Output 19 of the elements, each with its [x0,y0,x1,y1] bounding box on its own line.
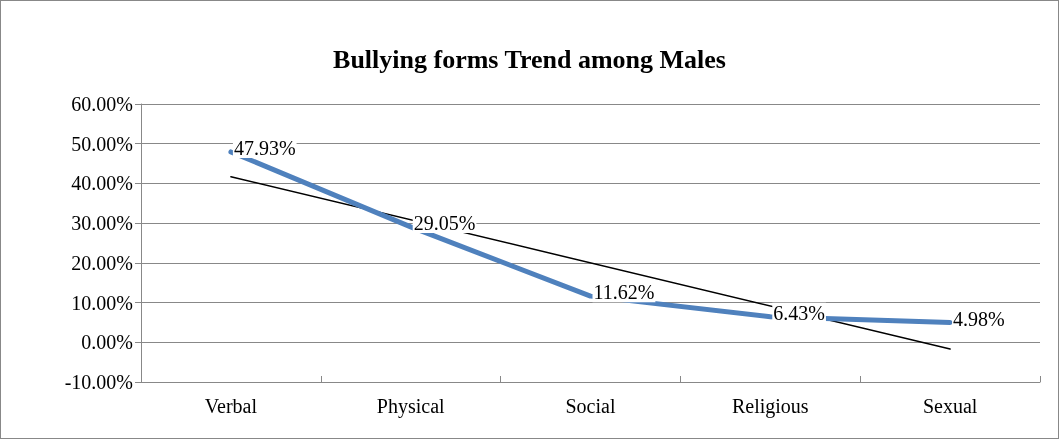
y-tick-label: 50.00% [71,132,133,155]
x-tick-label: Verbal [204,395,258,417]
x-tick-label: Sexual [922,395,978,417]
y-tick-label: 30.00% [71,212,133,235]
data-label: 11.62% [593,281,655,304]
y-tick-label: 60.00% [71,93,133,115]
y-tick-label: 10.00% [71,291,133,314]
x-tick-label: Physical [376,395,446,418]
y-tick-label: 40.00% [71,172,133,195]
y-tick-label: 0.00% [81,331,133,354]
data-label: 6.43% [773,301,825,324]
data-label: 29.05% [413,211,476,234]
y-tick-label: -10.00% [64,371,133,393]
x-tick-label: Social [565,395,616,417]
data-label: 4.98% [953,307,1005,330]
x-tick-label: Religious [731,395,809,418]
chart-title: Bullying forms Trend among Males [333,44,726,74]
data-label: 47.93% [233,136,296,159]
y-tick-label: 20.00% [71,251,133,274]
